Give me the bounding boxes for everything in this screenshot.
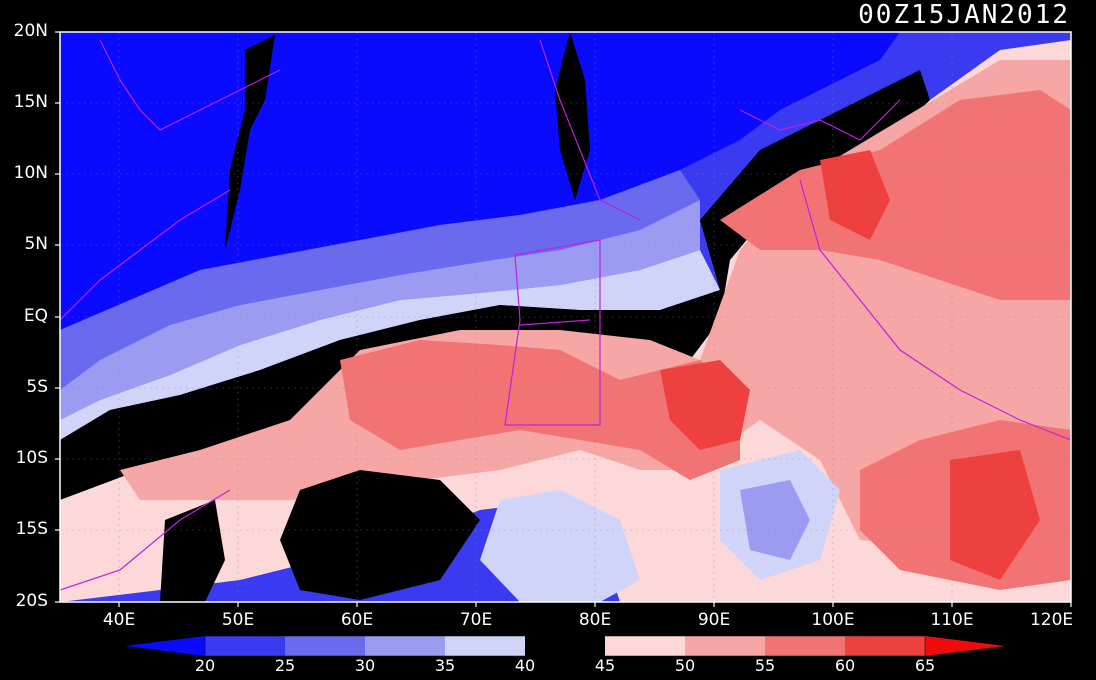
contour-60-region: [340, 340, 740, 480]
contour-65-region-c: [950, 450, 1040, 580]
colorbar-segment: [525, 636, 605, 656]
lat-label-15n: 15N: [13, 92, 48, 112]
lon-label-120e: 120E: [1029, 610, 1074, 630]
contour-45-band: [60, 70, 930, 500]
contour-40-region: [60, 250, 720, 440]
lon-label-50e: 50E: [221, 610, 255, 630]
lat-label-20s: 20S: [15, 591, 48, 611]
colorbar-label-25: 25: [274, 656, 296, 675]
contour-20-region: [60, 32, 900, 330]
lon-label-90e: 90E: [697, 610, 731, 630]
colorbar-segment: [685, 636, 765, 656]
contour-south-mid: [740, 480, 810, 560]
lon-label-60e: 60E: [340, 610, 374, 630]
colorbar-label-65: 65: [914, 656, 936, 675]
colorbar-label-45: 45: [594, 656, 616, 675]
colorbar-segment: [285, 636, 365, 656]
lon-label-80e: 80E: [578, 610, 612, 630]
contour-65-region-a: [660, 360, 750, 450]
contour-35-region: [60, 200, 700, 420]
land-mask-c: [160, 500, 225, 602]
contour-65-region-b: [820, 150, 890, 240]
colorbar-label-50: 50: [674, 656, 696, 675]
colorbar-label-20: 20: [194, 656, 216, 675]
contour-south-light: [480, 490, 640, 602]
colorbar: [125, 635, 1005, 657]
lat-label-5s: 5S: [26, 377, 48, 397]
lat-label-5n: 5N: [24, 234, 48, 254]
lat-label-10s: 10S: [15, 448, 48, 468]
lon-label-110e: 110E: [930, 610, 974, 630]
colorbar-label-30: 30: [354, 656, 376, 675]
coastlines: [60, 39, 1071, 591]
grid-lines: [60, 32, 1071, 602]
colorbar-segment: [205, 636, 285, 656]
colorbar-label-55: 55: [754, 656, 776, 675]
colorbar-segment: [765, 636, 845, 656]
colorbar-segment: [365, 636, 445, 656]
colorbar-label-40: 40: [514, 656, 536, 675]
colorbar-segment: [845, 636, 925, 656]
colorbar-segment: [445, 636, 525, 656]
contour-30-region: [60, 170, 700, 390]
lat-label-20n: 20N: [13, 21, 48, 41]
lat-label-15s: 15S: [15, 519, 48, 539]
colorbar-label-60: 60: [834, 656, 856, 675]
colorbar-low-arrow: [125, 636, 205, 656]
lat-label-10n: 10N: [13, 163, 48, 183]
lat-label-eq: EQ: [23, 306, 48, 326]
colorbar-label-35: 35: [434, 656, 456, 675]
lon-label-100e: 100E: [811, 610, 855, 630]
colorbar-high-arrow: [925, 636, 1005, 656]
lon-label-40e: 40E: [102, 610, 136, 630]
lon-label-70e: 70E: [459, 610, 493, 630]
axis-ticks: [55, 31, 1072, 607]
land-mask-a: [225, 35, 275, 250]
map-title: 00Z15JAN2012: [858, 0, 1070, 30]
contour-60-region-east: [720, 90, 1071, 300]
land-mask-b: [555, 32, 590, 200]
colorbar-segment: [605, 636, 685, 656]
contour-south-black: [280, 470, 480, 600]
